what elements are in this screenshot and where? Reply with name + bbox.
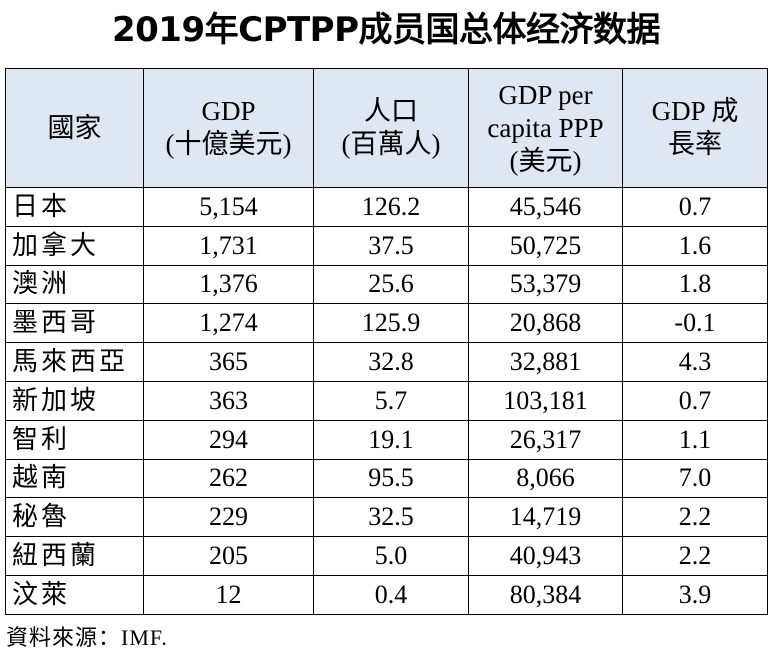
cell-growth: 2.2 <box>622 536 768 576</box>
cell-growth: -0.1 <box>622 303 768 344</box>
cell-growth: 2.2 <box>622 497 768 538</box>
cell-country: 智利 <box>5 419 144 460</box>
cell-population: 0.4 <box>313 574 469 615</box>
header-population: 人口 (百萬人) <box>313 68 469 188</box>
cell-population: 5.7 <box>313 380 469 421</box>
cell-gdp-per-capita: 40,943 <box>468 536 623 576</box>
cell-country: 越南 <box>5 458 144 499</box>
cell-gdp: 1,274 <box>143 303 314 344</box>
cell-population: 37.5 <box>313 225 469 266</box>
cell-country: 加拿大 <box>5 225 144 266</box>
cell-country: 墨西哥 <box>5 303 144 344</box>
cell-population: 125.9 <box>313 303 469 344</box>
header-population-line: 人口 <box>364 96 418 126</box>
header-gdp-per-capita-line1: GDP per <box>498 79 593 110</box>
cell-gdp: 5,154 <box>143 187 314 227</box>
table-row: 智利 294 19.1 26,317 1.1 <box>5 419 768 460</box>
table-row: 秘魯 229 32.5 14,719 2.2 <box>5 497 768 538</box>
header-country-line: 國家 <box>47 112 102 143</box>
cell-growth: 7.0 <box>622 458 768 499</box>
data-table: 國家 GDP (十億美元) 人口 (百萬人) GDP per capita PP… <box>5 68 768 615</box>
cell-growth: 1.6 <box>622 225 768 266</box>
cell-population: 95.5 <box>313 458 469 499</box>
cell-country: 澳洲 <box>5 264 144 305</box>
cell-population: 5.0 <box>313 536 469 576</box>
cell-gdp-per-capita: 50,725 <box>468 225 623 266</box>
cell-gdp: 294 <box>143 419 314 460</box>
cell-gdp-per-capita: 80,384 <box>468 574 623 615</box>
cell-gdp-per-capita: 14,719 <box>468 497 623 538</box>
cell-gdp: 1,731 <box>143 225 314 266</box>
cell-country: 新加坡 <box>5 380 144 421</box>
header-growth: GDP 成 長率 <box>622 68 768 188</box>
cell-gdp: 229 <box>143 497 314 538</box>
header-gdp-per-capita: GDP per capita PPP (美元) <box>468 68 623 188</box>
table-row: 墨西哥 1,274 125.9 20,868 -0.1 <box>5 303 768 344</box>
header-population-unit: (百萬人) <box>341 129 441 159</box>
cell-gdp: 262 <box>143 458 314 499</box>
header-growth-line2: 長率 <box>668 129 722 159</box>
cell-gdp-per-capita: 8,066 <box>468 458 623 499</box>
table-row: 日本 5,154 126.2 45,546 0.7 <box>5 187 768 227</box>
cell-gdp: 365 <box>143 342 314 382</box>
cell-gdp-per-capita: 103,181 <box>468 380 623 421</box>
table-row: 加拿大 1,731 37.5 50,725 1.6 <box>5 225 768 266</box>
table-row: 澳洲 1,376 25.6 53,379 1.8 <box>5 264 768 305</box>
cell-population: 32.5 <box>313 497 469 538</box>
table-row: 越南 262 95.5 8,066 7.0 <box>5 458 768 499</box>
cell-gdp-per-capita: 26,317 <box>468 419 623 460</box>
cell-country: 日本 <box>5 187 144 227</box>
cell-country: 汶萊 <box>5 574 144 615</box>
header-row: 國家 GDP (十億美元) 人口 (百萬人) GDP per capita PP… <box>5 68 768 188</box>
cell-growth: 3.9 <box>622 574 768 615</box>
header-country: 國家 <box>5 68 144 188</box>
page-title: 2019年CPTPP成员国总体经济数据 <box>111 10 661 50</box>
table-body: 日本 5,154 126.2 45,546 0.7 加拿大 1,731 37.5… <box>5 187 768 615</box>
cell-gdp-per-capita: 20,868 <box>468 303 623 344</box>
cell-gdp: 205 <box>143 536 314 576</box>
cell-growth: 1.8 <box>622 264 768 305</box>
cell-growth: 1.1 <box>622 419 768 460</box>
header-gdp-line: GDP <box>201 96 256 126</box>
cell-country: 馬來西亞 <box>5 342 144 382</box>
table-row: 新加坡 363 5.7 103,181 0.7 <box>5 380 768 421</box>
cell-gdp: 363 <box>143 380 314 421</box>
header-gdp: GDP (十億美元) <box>143 68 314 188</box>
cell-country: 紐西蘭 <box>5 536 144 576</box>
cell-gdp: 1,376 <box>143 264 314 305</box>
cell-gdp-per-capita: 45,546 <box>468 187 623 227</box>
header-growth-line1: GDP 成 <box>651 96 739 126</box>
cell-population: 126.2 <box>313 187 469 227</box>
table-row: 馬來西亞 365 32.8 32,881 4.3 <box>5 342 768 382</box>
cell-growth: 0.7 <box>622 380 768 421</box>
table-header: 國家 GDP (十億美元) 人口 (百萬人) GDP per capita PP… <box>5 68 768 188</box>
cell-gdp-per-capita: 32,881 <box>468 342 623 382</box>
cell-population: 25.6 <box>313 264 469 305</box>
cell-growth: 0.7 <box>622 187 768 227</box>
cell-population: 32.8 <box>313 342 469 382</box>
cell-population: 19.1 <box>313 419 469 460</box>
header-gdp-unit: (十億美元) <box>165 129 292 159</box>
table-row: 紐西蘭 205 5.0 40,943 2.2 <box>5 536 768 576</box>
table-row: 汶萊 12 0.4 80,384 3.9 <box>5 574 768 615</box>
header-gdp-per-capita-line2: capita PPP <box>487 112 604 143</box>
cell-country: 秘魯 <box>5 497 144 538</box>
header-gdp-per-capita-unit: (美元) <box>509 145 582 176</box>
cell-growth: 4.3 <box>622 342 768 382</box>
source-note: 資料來源：IMF. <box>6 625 168 650</box>
cell-gdp: 12 <box>143 574 314 615</box>
cell-gdp-per-capita: 53,379 <box>468 264 623 305</box>
